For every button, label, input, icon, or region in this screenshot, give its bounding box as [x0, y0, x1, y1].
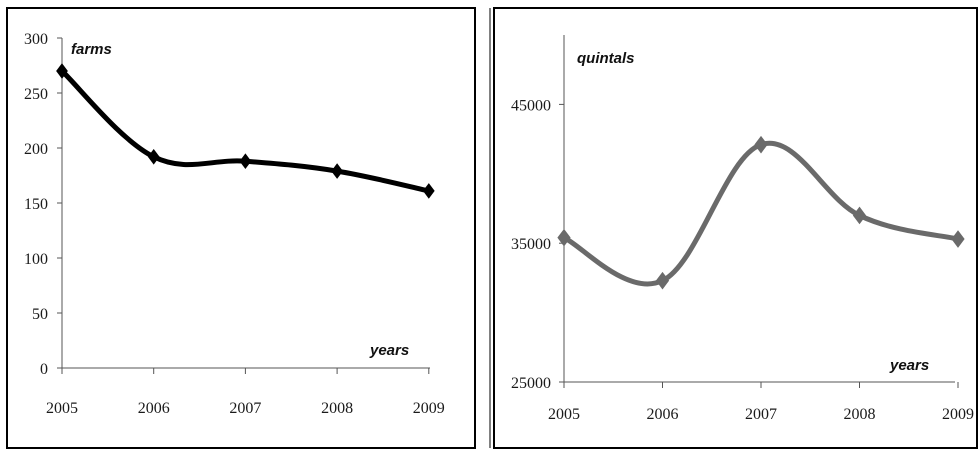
data-point-marker	[754, 135, 768, 154]
data-point-marker	[852, 206, 867, 225]
data-point-marker	[239, 153, 252, 170]
right-x-axis-title: years	[889, 357, 929, 374]
y-tick-label: 45000	[511, 97, 551, 114]
right-chart-axes	[563, 35, 955, 383]
left-chart-series	[56, 63, 435, 199]
x-tick-label: 2006	[138, 400, 170, 417]
y-tick-label: 0	[40, 361, 48, 378]
left-chart-ticks	[57, 37, 430, 374]
y-tick-label: 25000	[511, 375, 551, 392]
left-chart-panel	[6, 7, 476, 449]
y-tick-label: 250	[24, 86, 48, 103]
data-point-marker	[147, 148, 160, 165]
left-y-axis-title: farms	[71, 41, 112, 58]
x-tick-label: 2008	[321, 400, 353, 417]
x-tick-label: 2005	[46, 400, 78, 417]
x-tick-label: 2009	[413, 400, 445, 417]
y-tick-label: 300	[24, 31, 48, 48]
right-chart-series	[557, 135, 965, 290]
left-chart-tick-labels: 0 50 100 150 200 250 300 2005 2006 2007 2008 2009	[24, 31, 445, 417]
data-point-marker	[422, 183, 435, 199]
x-tick-label: 2006	[647, 406, 679, 423]
x-tick-label: 2009	[942, 406, 974, 423]
y-tick-label: 50	[32, 306, 48, 323]
left-x-axis-title: years	[369, 342, 409, 359]
y-tick-label: 100	[24, 251, 48, 268]
data-point-marker	[557, 228, 571, 247]
y-tick-label: 200	[24, 141, 48, 158]
data-point-marker	[951, 230, 965, 248]
data-point-marker	[56, 63, 68, 79]
y-tick-label: 150	[24, 196, 48, 213]
data-point-marker	[655, 271, 670, 290]
right-chart-tick-labels: 25000 35000 45000 2005 2006 2007 2008 2009	[511, 97, 974, 423]
x-tick-label: 2007	[745, 406, 777, 423]
right-y-axis-title: quintals	[577, 50, 635, 67]
x-tick-label: 2007	[229, 400, 261, 417]
x-tick-label: 2008	[844, 406, 876, 423]
y-tick-label: 35000	[511, 236, 551, 253]
x-tick-label: 2005	[548, 406, 580, 423]
left-panel-border	[6, 7, 476, 449]
data-point-marker	[331, 163, 343, 179]
